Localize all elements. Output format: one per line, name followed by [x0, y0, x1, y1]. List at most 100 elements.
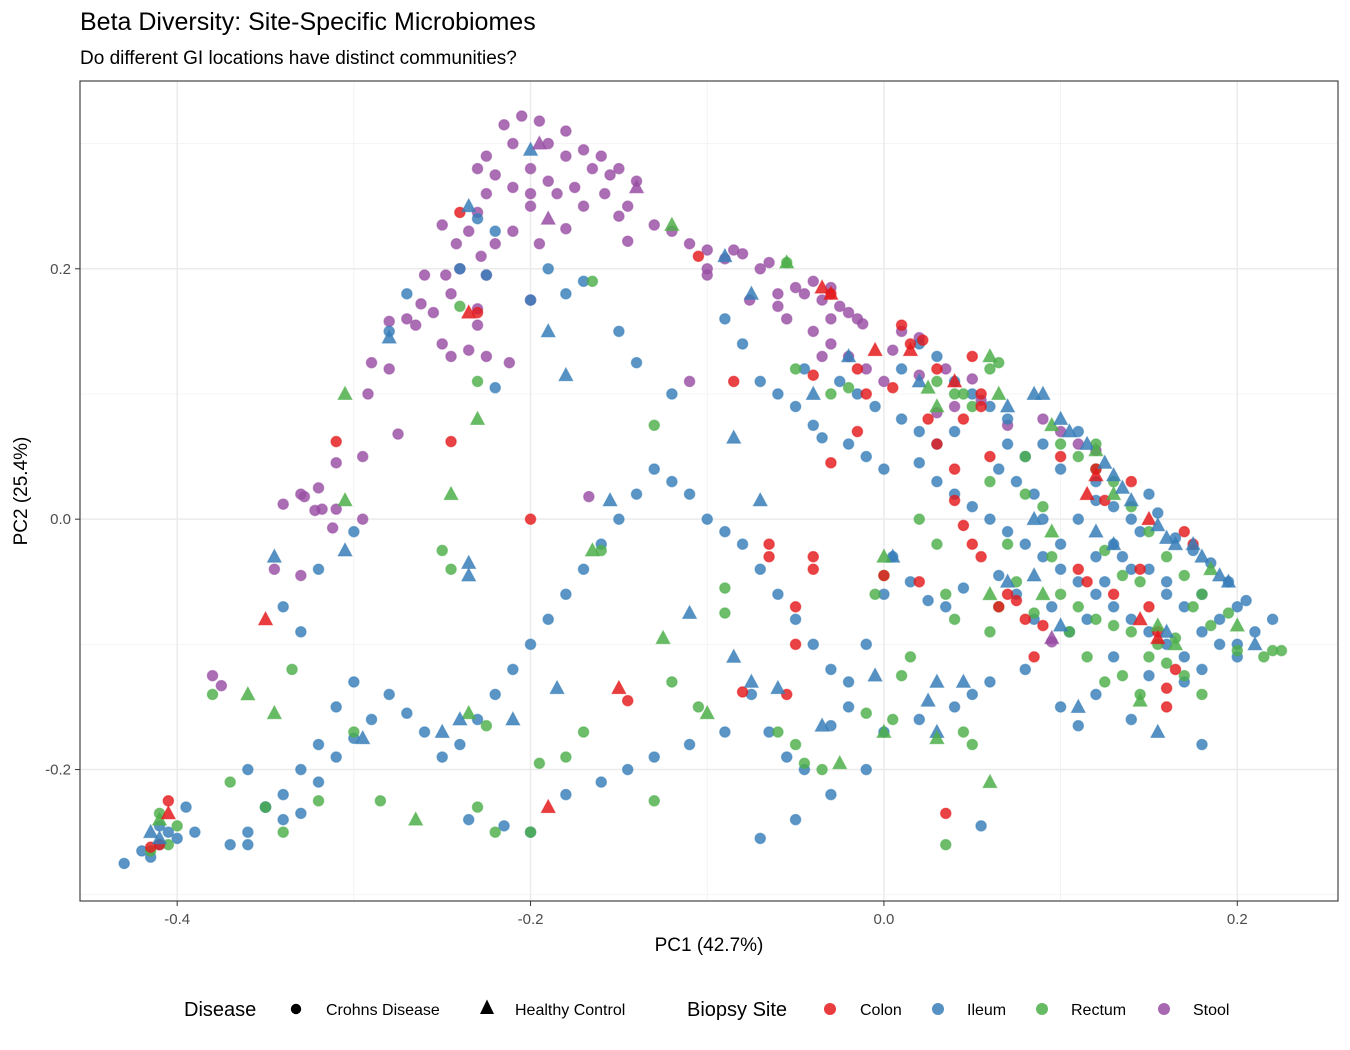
legend-ileum-label: Ileum: [967, 1002, 1006, 1019]
crohns-point-ileum: [621, 763, 634, 776]
crohns-point-stool: [409, 319, 422, 331]
crohns-point-stool: [780, 313, 793, 325]
crohns-point-ileum: [1090, 588, 1102, 601]
crohns-point-ileum: [171, 832, 183, 845]
crohns-point-ileum: [957, 582, 970, 594]
crohns-point-ileum: [383, 688, 395, 701]
crohns-point-ileum: [648, 463, 661, 475]
crohns-point-colon: [851, 363, 864, 375]
crohns-point-ileum: [1116, 550, 1129, 563]
healthy-point-rectum: [876, 548, 892, 563]
healthy-point-ileum: [1158, 623, 1175, 638]
crohns-point-stool: [772, 288, 784, 300]
healthy-point-colon: [540, 798, 557, 814]
healthy-point-ileum: [1105, 466, 1122, 482]
crohns-point-ileum: [242, 826, 254, 838]
crohns-point-colon: [975, 388, 987, 400]
crohns-point-ileum: [860, 450, 873, 463]
crohns-point-colon: [1178, 525, 1191, 538]
healthy-point-rectum: [460, 704, 477, 720]
crohns-point-rectum: [719, 582, 731, 594]
crohns-point-rectum: [1081, 651, 1093, 663]
healthy-point-ileum: [1114, 479, 1131, 494]
crohns-point-colon: [948, 463, 961, 475]
crohns-point-ileum: [242, 763, 254, 776]
crohns-point-ileum: [498, 820, 510, 832]
crohns-point-stool: [816, 350, 828, 363]
crohns-point-rectum: [666, 676, 678, 688]
crohns-point-ileum: [1037, 438, 1049, 450]
crohns-point-stool: [595, 150, 608, 162]
crohns-point-ileum: [825, 663, 837, 676]
crohns-point-ileum: [1178, 651, 1191, 663]
crohns-point-stool: [577, 200, 590, 212]
chart-subtitle: Do different GI locations have distinct …: [80, 48, 517, 69]
crohns-point-rectum: [1160, 550, 1173, 563]
crohns-point-stool: [471, 162, 484, 175]
crohns-point-stool: [683, 375, 696, 388]
crohns-point-stool: [268, 563, 281, 576]
crohns-point-stool: [789, 281, 802, 294]
crohns-point-rectum: [348, 726, 360, 738]
crohns-point-ileum: [1001, 413, 1014, 425]
crohns-point-ileum: [542, 262, 555, 275]
crohns-point-rectum: [171, 820, 183, 832]
crohns-point-ileum: [966, 688, 979, 701]
crohns-point-ileum: [1098, 575, 1111, 588]
plot-border: [79, 80, 1339, 902]
crohns-point-ileum: [789, 813, 802, 826]
crohns-point-rectum: [1037, 500, 1049, 513]
crohns-point-colon: [692, 250, 705, 263]
crohns-point-stool: [356, 450, 369, 463]
healthy-point-ileum: [1079, 435, 1095, 451]
legend: Disease Crohns Disease Healthy Control B…: [184, 999, 1229, 1021]
healthy-point-rectum: [469, 410, 486, 426]
crohns-point-colon: [1125, 475, 1138, 488]
crohns-point-ileum: [162, 826, 175, 838]
legend-shape-title: Disease: [184, 999, 256, 1021]
crohns-point-ileum: [1001, 438, 1014, 450]
crohns-point-ileum: [312, 563, 325, 576]
healthy-point-rectum: [407, 811, 424, 826]
legend-color-title: Biopsy Site: [687, 999, 787, 1021]
crohns-point-stool: [362, 388, 374, 400]
healthy-point-rectum: [990, 385, 1007, 400]
crohns-point-stool: [856, 318, 869, 330]
healthy-point-ileum: [911, 372, 928, 388]
crohns-point-stool: [427, 306, 440, 319]
healthy-point-rectum: [1167, 635, 1184, 651]
crohns-point-ileum: [984, 513, 996, 525]
crohns-point-stool: [886, 344, 899, 356]
crohns-point-ileum: [613, 325, 625, 338]
crohns-point-colon: [1001, 588, 1014, 601]
crohns-point-stool: [383, 363, 395, 375]
healthy-point-ileum: [1194, 548, 1210, 563]
crohns-point-ileum: [480, 269, 493, 281]
crohns-point-rectum: [1098, 676, 1111, 688]
crohns-point-ileum: [613, 513, 625, 525]
healthy-point-ileum: [337, 541, 353, 557]
crohns-point-ileum: [648, 751, 661, 763]
crohns-point-stool: [825, 313, 837, 325]
x-tick-label: -0.2: [518, 911, 544, 928]
healthy-point-ileum: [840, 347, 857, 363]
crohns-point-rectum: [286, 663, 298, 676]
crohns-point-stool: [480, 150, 493, 162]
crohns-point-stool: [560, 150, 572, 162]
x-tick-label: 0.2: [1227, 911, 1248, 928]
crohns-point-rectum: [913, 513, 926, 525]
healthy-point-rectum: [266, 704, 283, 720]
crohns-point-stool: [524, 162, 537, 175]
healthy-point-ileum: [1185, 535, 1201, 551]
crohns-point-colon: [1160, 682, 1173, 694]
crohns-point-ileum: [277, 813, 289, 826]
crohns-point-stool: [701, 244, 714, 256]
crohns-point-stool: [215, 679, 228, 692]
crohns-point-colon: [445, 435, 457, 448]
crohns-point-ileum: [736, 338, 749, 350]
healthy-point-ileum: [1096, 454, 1113, 469]
crohns-point-rectum: [471, 375, 484, 388]
crohns-point-colon: [948, 494, 961, 507]
healthy-point-rectum: [929, 397, 945, 413]
crohns-point-stool: [475, 250, 487, 263]
